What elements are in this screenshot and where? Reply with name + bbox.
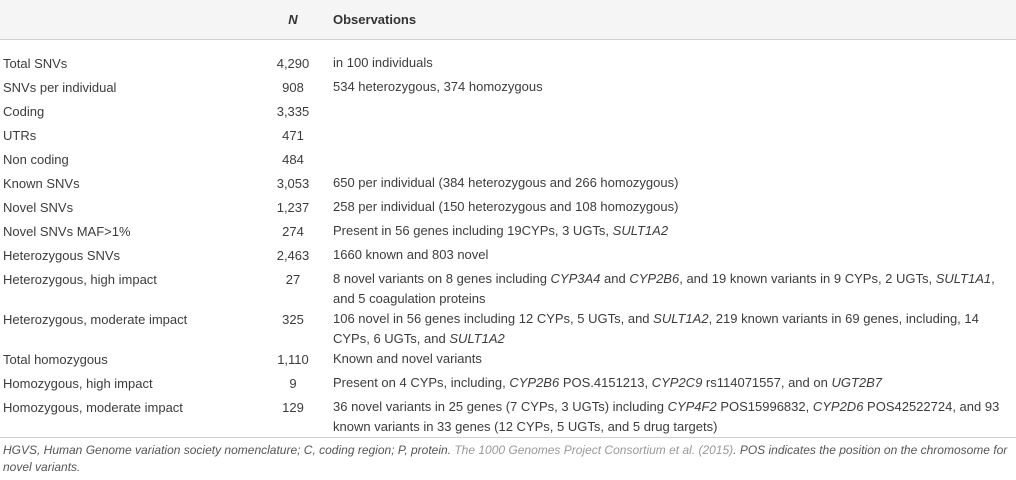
row-count: 484 — [282, 152, 304, 167]
row-observations: 534 heterozygous, 374 homozygous — [333, 77, 1013, 97]
observation-text: Present on 4 CYPs, including, — [333, 375, 510, 390]
observation-text: Present in 56 genes including 19CYPs, 3 … — [333, 223, 613, 238]
row-count: 27 — [285, 272, 301, 287]
header-observations: Observations — [333, 12, 417, 27]
row-observations: Known and novel variants — [333, 349, 1013, 369]
row-label: Novel SNVs MAF>1% — [3, 224, 131, 239]
row-label: Novel SNVs — [3, 200, 74, 215]
gene-name: SULT1A2 — [449, 331, 505, 346]
gene-name: CYP3A4 — [550, 271, 601, 286]
gene-name: UGT2B7 — [831, 375, 883, 390]
row-label: Total SNVs — [3, 56, 68, 71]
row-observations: 106 novel in 56 genes including 12 CYPs,… — [333, 309, 1013, 349]
row-label: UTRs — [3, 128, 37, 143]
row-observations: 8 novel variants on 8 genes including CY… — [333, 269, 1013, 309]
gene-name: CYP4F2 — [667, 399, 717, 414]
table-header: N Observations — [0, 0, 1016, 40]
row-count: 3,335 — [276, 104, 310, 119]
footnote-reference-link[interactable]: The 1000 Genomes Project Consortium et a… — [454, 443, 734, 457]
row-label: Heterozygous SNVs — [3, 248, 121, 263]
table-footnote: HGVS, Human Genome variation society nom… — [3, 442, 1013, 476]
row-observations: 1660 known and 803 novel — [333, 245, 1013, 265]
row-count: 1,110 — [277, 352, 309, 367]
observation-text: , and 5 coagulation proteins — [333, 271, 995, 306]
observation-text: POS42522724, and 93 known variants in 33… — [333, 399, 1000, 434]
header-n: N — [288, 12, 298, 27]
observation-text: in 100 individuals — [333, 55, 433, 70]
observation-text: 534 heterozygous, 374 homozygous — [333, 79, 543, 94]
row-count: 4,290 — [276, 56, 310, 71]
observation-text: POS15996832, — [716, 399, 813, 414]
row-label: Total homozygous — [3, 352, 108, 367]
row-label: Known SNVs — [3, 176, 80, 191]
observation-text: rs114071557, and on — [702, 375, 832, 390]
row-label: Non coding — [3, 152, 69, 167]
gene-name: SULT1A1 — [935, 271, 992, 286]
row-count: 9 — [289, 376, 297, 391]
gene-name: SULT1A2 — [612, 223, 669, 238]
row-observations: 258 per individual (150 heterozygous and… — [333, 197, 1013, 217]
observation-text: , and 19 known variants in 9 CYPs, 2 UGT… — [679, 271, 936, 286]
observation-text: , 219 known variants in 69 genes, includ… — [333, 311, 979, 346]
row-observations: Present in 56 genes including 19CYPs, 3 … — [333, 221, 1013, 241]
gene-name: CYP2D6 — [812, 399, 864, 414]
row-observations: 36 novel variants in 25 genes (7 CYPs, 3… — [333, 397, 1013, 437]
row-label: Heterozygous, moderate impact — [3, 312, 188, 327]
footnote-text-end: . POS indicates the position on the chro… — [3, 443, 1008, 474]
gene-name: CYP2B6 — [629, 271, 680, 286]
row-count: 3,053 — [276, 176, 310, 191]
row-count: 2,463 — [276, 248, 310, 263]
gene-name: SULT1A2 — [653, 311, 709, 326]
observation-text: 650 per individual (384 heterozygous and… — [333, 175, 679, 190]
row-count: 908 — [282, 80, 304, 95]
row-observations: 650 per individual (384 heterozygous and… — [333, 173, 1013, 193]
table-bottom-rule — [0, 437, 1016, 438]
row-label: SNVs per individual — [3, 80, 117, 95]
footnote-text: HGVS, Human Genome variation society nom… — [3, 443, 455, 457]
row-label: Homozygous, high impact — [3, 376, 153, 391]
observation-text: 258 per individual (150 heterozygous and… — [333, 199, 679, 214]
row-label: Coding — [3, 104, 45, 119]
row-observations: in 100 individuals — [333, 53, 1013, 73]
row-count: 274 — [282, 224, 304, 239]
observation-text: and — [600, 271, 630, 286]
row-count: 325 — [282, 312, 304, 327]
observation-text: 36 novel variants in 25 genes (7 CYPs, 3… — [333, 399, 668, 414]
observation-text: 8 novel variants on 8 genes including — [333, 271, 551, 286]
row-count: 1,237 — [276, 200, 310, 215]
gene-name: CYP2B6 — [509, 375, 560, 390]
row-count: 471 — [282, 128, 304, 143]
row-count: 129 — [282, 400, 304, 415]
observation-text: Known and novel variants — [333, 351, 482, 366]
observation-text: 106 novel in 56 genes including 12 CYPs,… — [333, 311, 654, 326]
observation-text: 1660 known and 803 novel — [333, 247, 489, 262]
row-label: Heterozygous, high impact — [3, 272, 157, 287]
row-label: Homozygous, moderate impact — [3, 400, 183, 415]
gene-name: CYP2C9 — [651, 375, 703, 390]
observation-text: POS.4151213, — [559, 375, 652, 390]
row-observations: Present on 4 CYPs, including, CYP2B6 POS… — [333, 373, 1013, 393]
